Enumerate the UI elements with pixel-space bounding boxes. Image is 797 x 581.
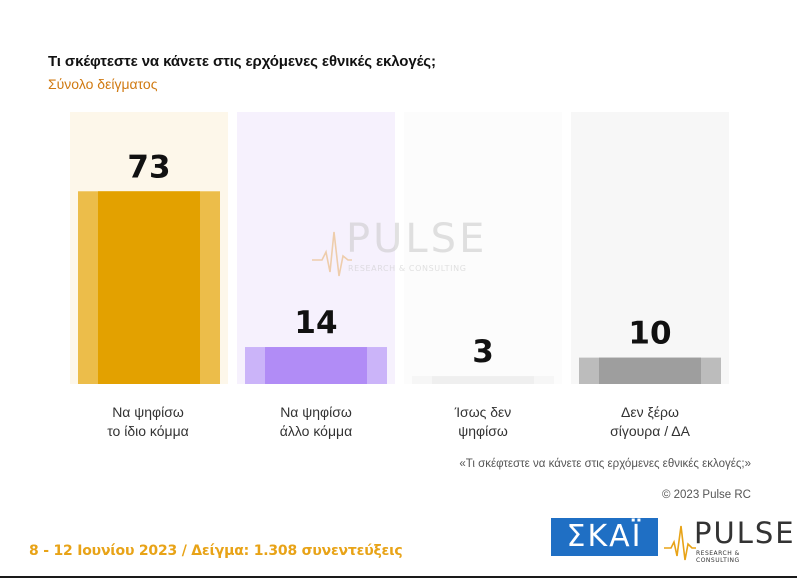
bar	[432, 376, 534, 384]
category-label-3: Ίσως δεν ψηφίσω	[403, 403, 563, 441]
category-label-line: Ίσως δεν	[454, 404, 512, 420]
bar-chart: 73 14 3 10	[70, 112, 729, 384]
bar-panel-background	[237, 112, 395, 384]
chart-title: Τι σκέφτεστε να κάνετε στις ερχόμενες εθ…	[48, 53, 436, 70]
chart-subtitle: Σύνολο δείγματος	[48, 76, 158, 92]
skai-logo: ΣΚΑΪ	[551, 518, 658, 556]
category-label-line: σίγουρα / ΔΑ	[610, 423, 690, 439]
bar-value-label: 3	[472, 334, 494, 370]
pulse-logo: PULSE RESEARCH & CONSULTING	[664, 516, 794, 564]
bar-value-label: 73	[127, 149, 170, 185]
bar	[265, 347, 367, 384]
category-label-line: ψηφίσω	[458, 423, 508, 439]
pulse-logo-tagline: RESEARCH & CONSULTING	[696, 550, 740, 564]
bar-value-label: 10	[628, 316, 671, 352]
category-label-line: Να ψηφίσω	[280, 404, 352, 420]
category-label-4: Δεν ξέρω σίγουρα / ΔΑ	[570, 403, 730, 441]
category-label-2: Να ψηφίσω άλλο κόμμα	[236, 403, 396, 441]
category-label-line: Να ψηφίσω	[112, 404, 184, 420]
copyright-note: © 2023 Pulse RC	[661, 489, 751, 501]
bottom-divider	[0, 576, 797, 578]
watermark-brand: PULSE	[346, 216, 488, 262]
bar	[599, 357, 701, 384]
question-quote: «Τι σκέφτεστε να κάνετε στις ερχόμενες ε…	[459, 458, 751, 470]
bar	[98, 191, 200, 384]
bar-panel-background	[571, 112, 729, 384]
watermark-tagline: RESEARCH & CONSULTING	[348, 264, 467, 273]
category-label-line: άλλο κόμμα	[279, 423, 353, 439]
bar-panel-background	[404, 112, 562, 384]
category-label-line: το ίδιο κόμμα	[107, 423, 189, 439]
pulse-logo-text: PULSE	[694, 516, 796, 550]
pulse-wave-icon	[312, 231, 352, 277]
category-label-1: Να ψηφίσω το ίδιο κόμμα	[68, 403, 228, 441]
bar-value-label: 14	[294, 305, 337, 341]
pulse-logo-wave-icon	[664, 525, 696, 561]
category-label-line: Δεν ξέρω	[621, 404, 679, 420]
pulse-watermark: PULSE RESEARCH & CONSULTING	[312, 216, 497, 278]
survey-date-sample: 8 - 12 Ιουνίου 2023 / Δείγμα: 1.308 συνε…	[29, 543, 403, 559]
